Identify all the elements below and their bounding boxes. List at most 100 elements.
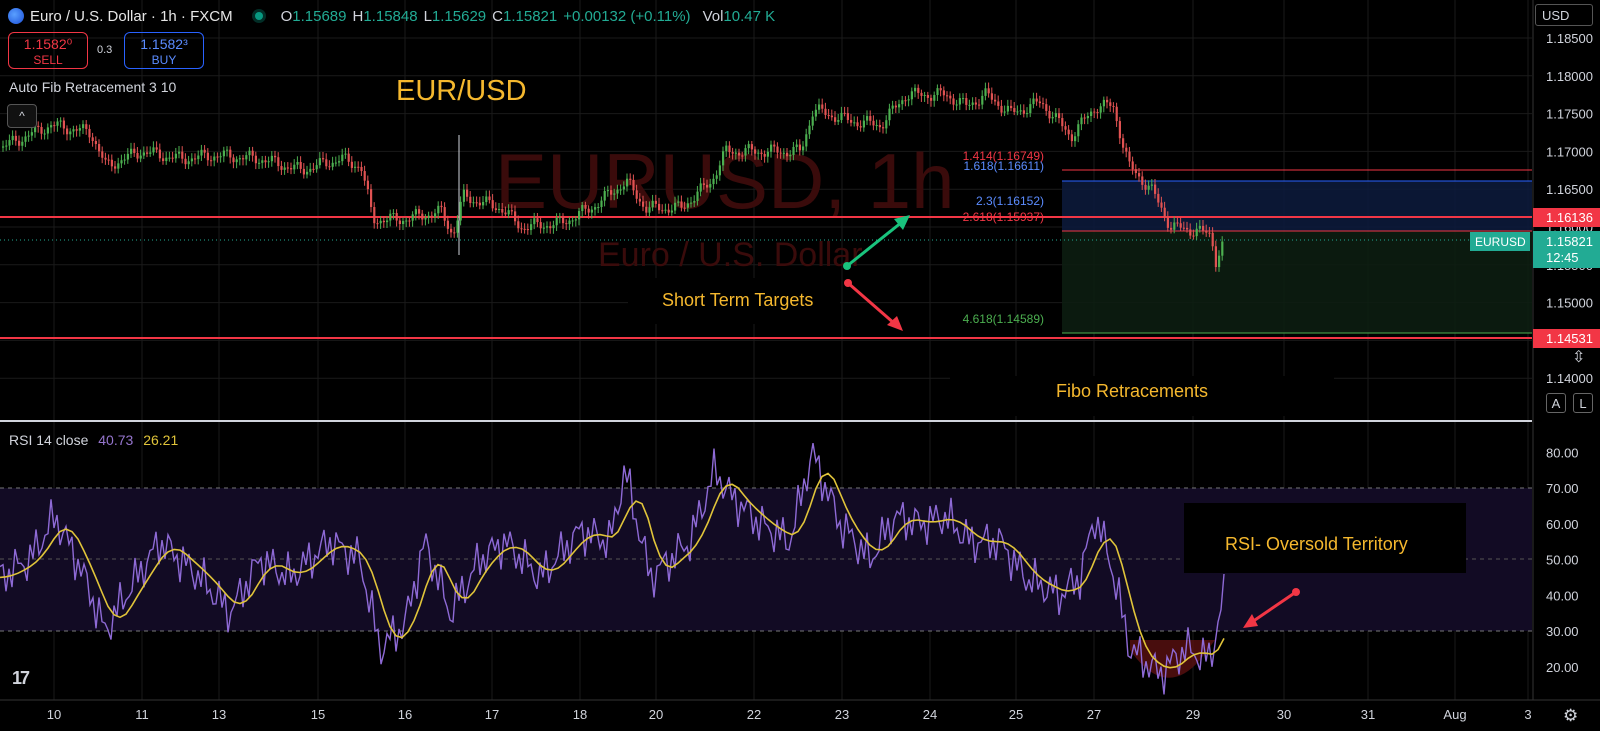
candle-body [997, 101, 1000, 106]
candle-body [1147, 185, 1150, 190]
candle-body [181, 151, 184, 159]
green-arrow-start [843, 262, 851, 270]
sell-button[interactable]: 1.1582⁰ SELL [8, 32, 88, 69]
auto-scale-button[interactable]: A [1546, 393, 1566, 413]
candle-body [418, 209, 421, 214]
candle-body [686, 203, 689, 208]
rsi-tick-label: 20.00 [1546, 660, 1579, 675]
candle-body [1096, 111, 1099, 113]
candle-body [1003, 111, 1006, 113]
candle-body [565, 223, 568, 225]
candle-body [632, 179, 635, 191]
candle-body [11, 135, 14, 141]
collapse-chevron-icon[interactable]: ^ [7, 104, 37, 128]
gear-icon[interactable]: ⚙ [1563, 706, 1579, 725]
candle-body [824, 108, 827, 115]
vol-label: Vol [702, 7, 724, 25]
candle-body [226, 149, 229, 151]
interval[interactable]: 1h [160, 7, 177, 25]
hline-lower-price: 1.14531 [1546, 331, 1593, 346]
candle-body [1051, 116, 1054, 119]
fibo-box [950, 376, 1334, 416]
candle-body [1134, 169, 1137, 174]
candle-body [1093, 111, 1096, 113]
candle-body [859, 126, 862, 128]
price-tick-label: 1.17000 [1546, 144, 1593, 159]
fib-label-4618: 4.618(1.14589) [963, 312, 1044, 326]
candle-body [664, 209, 667, 211]
candle-body [747, 144, 750, 149]
candle-body [213, 156, 216, 161]
candle-body [616, 189, 619, 194]
candle-body [434, 213, 437, 217]
symbol-name[interactable]: Euro / U.S. Dollar [30, 7, 147, 25]
candle-body [590, 209, 593, 213]
candle-body [248, 150, 251, 156]
rsi-legend[interactable]: RSI 14 close 40.73 26.21 [9, 432, 178, 448]
candle-body [69, 131, 72, 135]
candle-body [834, 117, 837, 122]
rsi-axis[interactable]: 80.00 70.00 60.00 50.00 40.00 30.00 20.00 [1546, 445, 1579, 675]
candle-body [514, 211, 517, 222]
rsi-ma-line [0, 472, 1225, 669]
candle-body [712, 178, 715, 185]
time-axis[interactable]: 10 11 13 15 16 17 18 20 22 23 24 25 27 29 30 31 Aug 3 [47, 707, 1532, 722]
candle-body [526, 229, 529, 231]
candle-body [222, 150, 225, 157]
candle-body [264, 160, 267, 163]
candle-body [216, 156, 219, 158]
candle-body [520, 228, 523, 230]
candle-body [811, 116, 814, 126]
candle-body [728, 145, 731, 153]
candle-body [661, 210, 664, 212]
candle-body [891, 105, 894, 109]
candle-body [72, 129, 75, 132]
candle-body [776, 146, 779, 153]
candle-body [178, 151, 181, 154]
candle-body [523, 228, 526, 230]
market-status-icon[interactable] [254, 12, 263, 20]
candle-body [322, 158, 325, 160]
candle-body [398, 220, 401, 225]
candle-body [1106, 99, 1109, 103]
close-value: 1.15821 [503, 7, 558, 25]
candle-body [206, 152, 209, 161]
candle-body [1061, 118, 1064, 127]
candle-body [674, 202, 677, 211]
candle-body [1090, 111, 1093, 116]
price-tick-label: 1.15000 [1546, 296, 1593, 311]
sell-price: 1.1582⁰ [23, 36, 73, 52]
candle-body [792, 146, 795, 155]
candle-body [670, 210, 673, 213]
candle-body [1048, 110, 1051, 119]
log-scale-button[interactable]: L [1573, 393, 1593, 413]
candle-body [21, 141, 24, 146]
low-label: L [423, 7, 432, 25]
candle-body [459, 201, 462, 221]
tradingview-logo-icon: 17 [12, 668, 30, 688]
candle-body [770, 144, 773, 152]
candle-body [1026, 113, 1029, 115]
candle-body [869, 116, 872, 121]
currency-select[interactable]: USD [1535, 4, 1593, 26]
candle-body [754, 149, 757, 154]
candle-body [914, 87, 917, 92]
price-axis[interactable]: 1.185001.180001.175001.170001.165001.160… [1546, 31, 1593, 386]
symbol-header[interactable]: Euro / U.S. Dollar · 1h · FXCM O 1.15689 … [8, 5, 775, 27]
candle-body [386, 220, 389, 223]
resize-cursor-icon[interactable]: ⇳ [1572, 349, 1585, 366]
candle-body [1099, 106, 1102, 113]
sell-label: SELL [33, 53, 63, 67]
candle-body [30, 132, 33, 136]
time-tick-label: 11 [135, 707, 149, 722]
candle-body [786, 152, 789, 157]
ticker-tag-label: EURUSD [1475, 235, 1526, 249]
candle-body [366, 180, 369, 190]
high-label: H [352, 7, 364, 25]
candle-body [373, 207, 376, 224]
indicator-label[interactable]: Auto Fib Retracement 3 10 [9, 79, 177, 95]
candle-body [104, 157, 107, 160]
buy-button[interactable]: 1.1582³ BUY [124, 32, 204, 69]
time-tick-label: 25 [1009, 707, 1023, 722]
